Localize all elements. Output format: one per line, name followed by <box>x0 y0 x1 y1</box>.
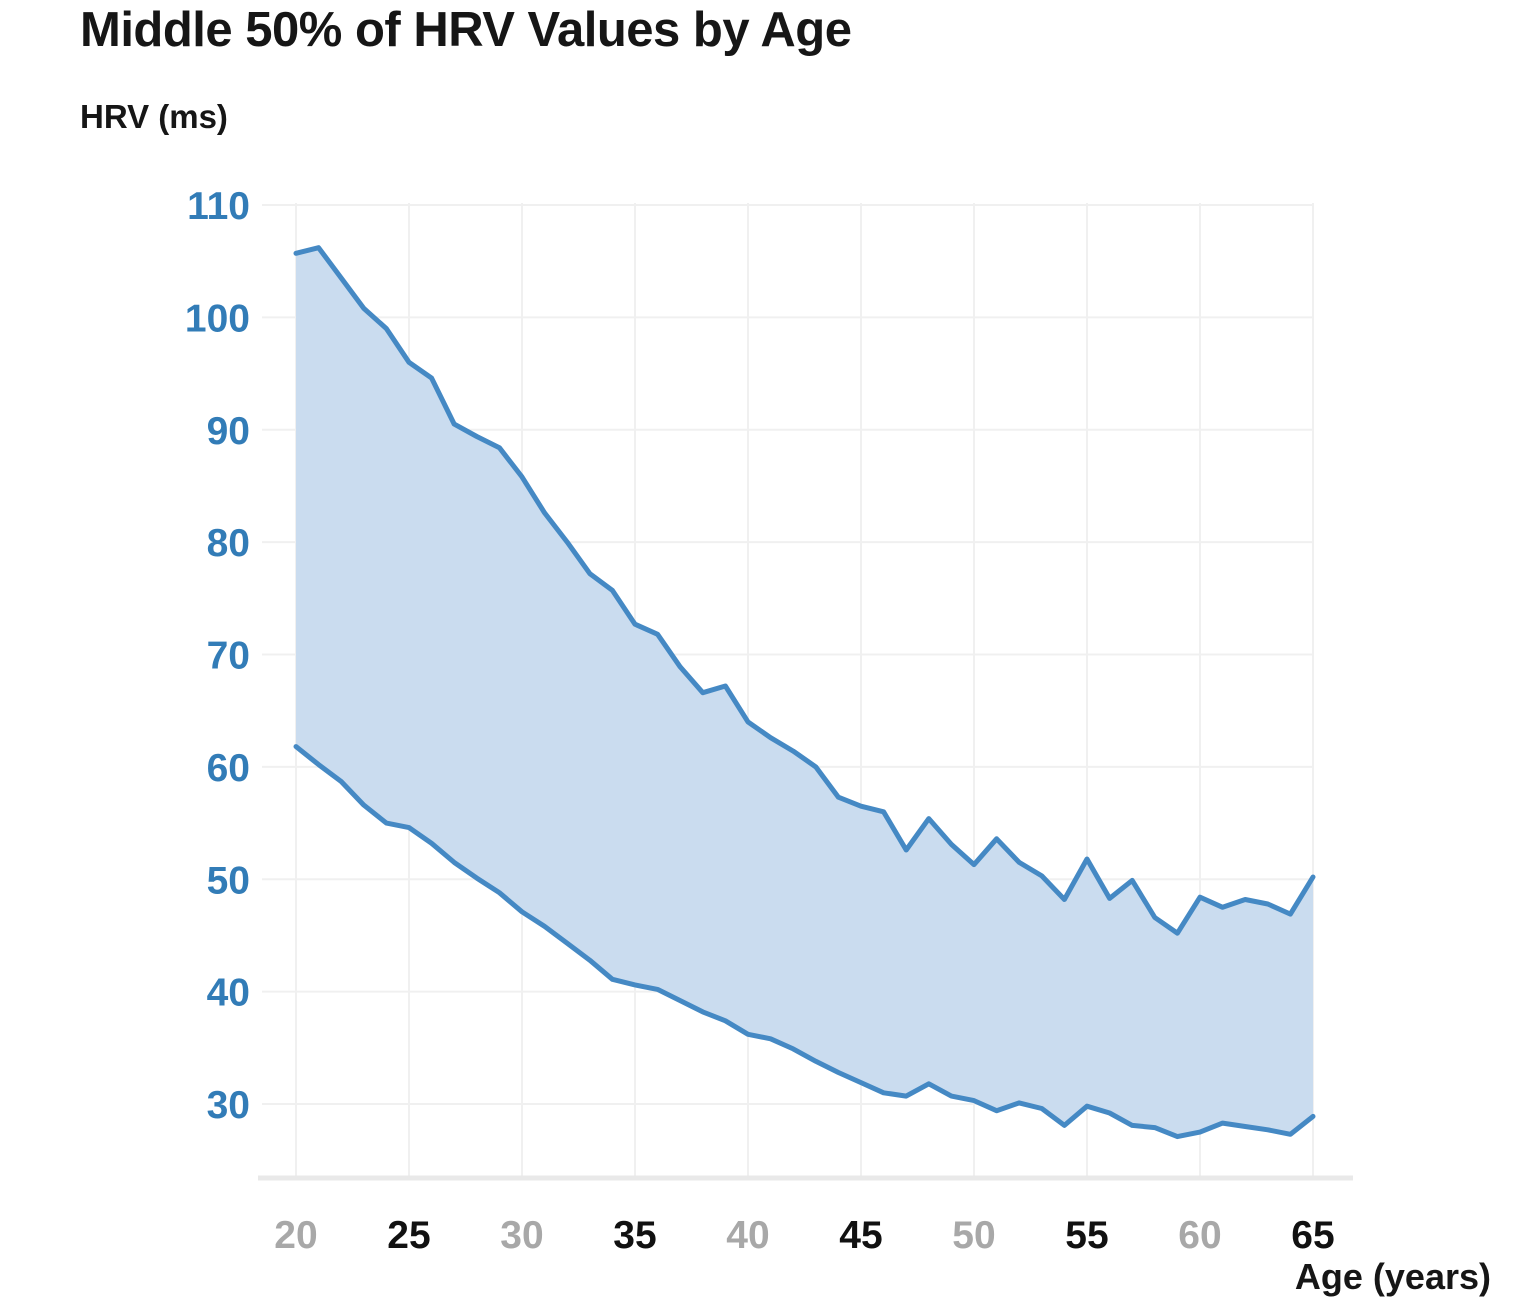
y-tick-label-70: 70 <box>207 635 250 678</box>
y-tick-label-30: 30 <box>207 1084 250 1127</box>
x-tick-label-30: 30 <box>500 1214 543 1257</box>
y-tick-label-50: 50 <box>207 859 250 902</box>
y-tick-label-100: 100 <box>185 297 250 340</box>
x-tick-label-20: 20 <box>274 1214 317 1257</box>
y-tick-label-40: 40 <box>207 972 250 1015</box>
y-axis-title: HRV (ms) <box>80 98 228 135</box>
x-tick-label-60: 60 <box>1178 1214 1221 1257</box>
x-tick-label-45: 45 <box>839 1214 882 1257</box>
lower-bound-line <box>293 744 1316 1140</box>
y-tick-label-110: 110 <box>187 185 250 228</box>
y-tick-label-90: 90 <box>207 410 250 453</box>
x-tick-label-25: 25 <box>387 1214 430 1257</box>
x-tick-label-55: 55 <box>1065 1214 1108 1257</box>
chart-title: Middle 50% of HRV Values by Age <box>80 3 852 57</box>
x-tick-label-40: 40 <box>726 1214 769 1257</box>
x-axis-title: Age (years) <box>1294 1256 1491 1297</box>
iqr-band-fill <box>296 247 1313 1137</box>
y-tick-label-80: 80 <box>207 522 250 565</box>
y-tick-label-60: 60 <box>207 747 250 790</box>
x-tick-label-65: 65 <box>1291 1214 1334 1257</box>
upper-bound-line <box>293 245 1316 936</box>
x-tick-label-50: 50 <box>952 1214 995 1257</box>
x-tick-label-35: 35 <box>613 1214 656 1257</box>
